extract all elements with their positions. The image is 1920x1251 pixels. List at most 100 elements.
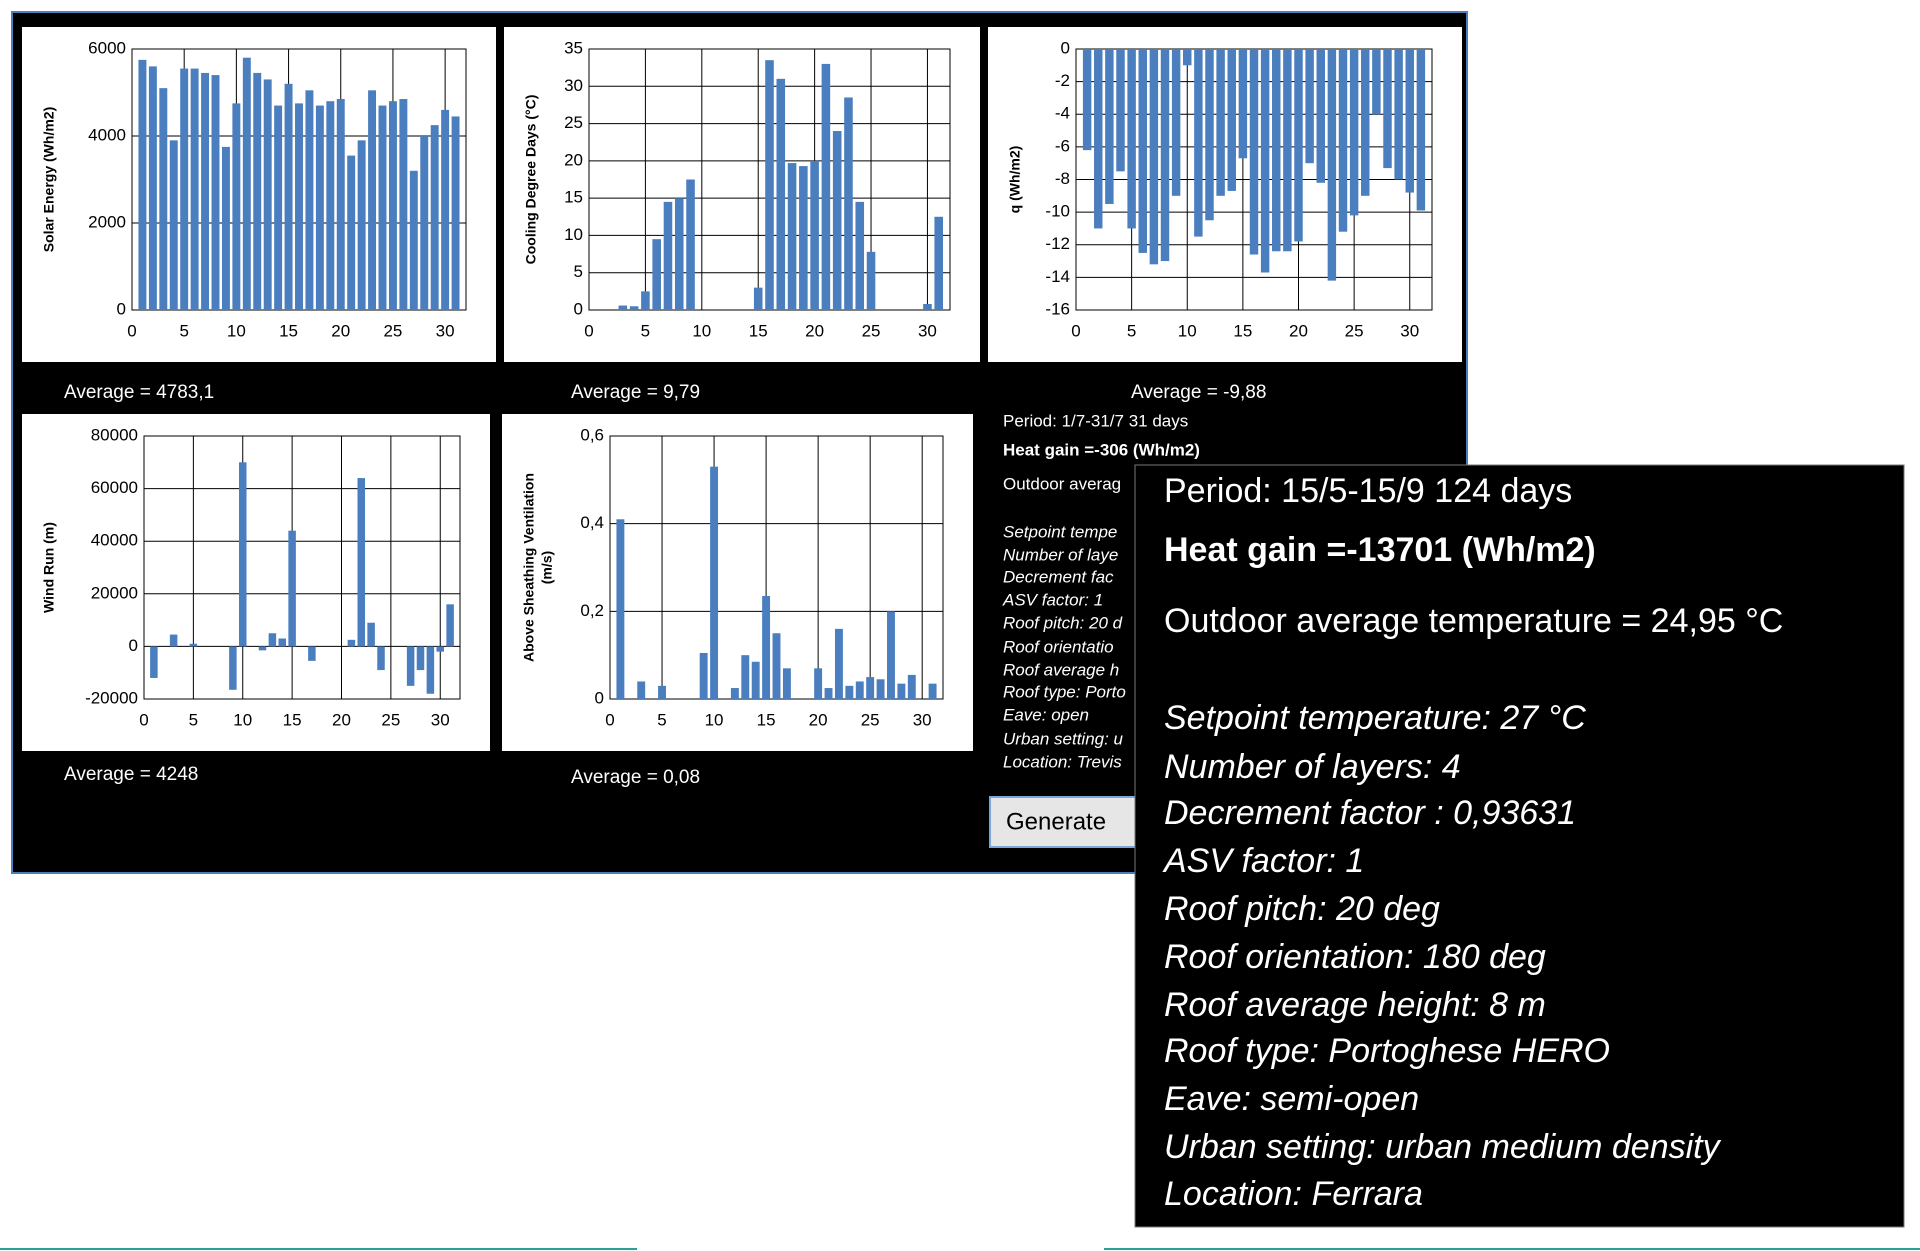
bar <box>1260 49 1270 273</box>
x-tick-label: 25 <box>381 710 400 729</box>
info-line: Roof pitch: 20 d <box>1003 613 1123 632</box>
x-tick-label: 20 <box>805 321 824 340</box>
chart: -16 -14 -12 -10 -8 -6 -4 -2 0 0 5 10 15 20 25 30 q (Wh/m… <box>988 27 1462 362</box>
bar <box>305 90 314 310</box>
bar <box>180 68 189 310</box>
y-tick-label: -8 <box>1055 169 1070 188</box>
bar <box>221 146 230 310</box>
bar <box>274 105 283 310</box>
y-tick-label: 30 <box>564 76 583 95</box>
x-tick-label: 5 <box>189 710 198 729</box>
x-tick-label: 20 <box>331 321 350 340</box>
overlay-line: Roof type: Portoghese HERO <box>1164 1032 1610 1070</box>
bar <box>674 198 684 310</box>
info-line: Heat gain =-306 (Wh/m2) <box>1003 440 1200 459</box>
y-tick-label: 0 <box>117 299 126 318</box>
bar <box>148 66 157 311</box>
bar <box>1094 49 1103 229</box>
bar <box>1249 49 1259 255</box>
bar <box>1349 49 1359 216</box>
bar <box>1105 49 1114 204</box>
bar <box>663 201 673 310</box>
overlay-line: Outdoor average temperature = 24,95 °C <box>1164 602 1783 640</box>
info-line: Roof type: Porto <box>1003 682 1126 701</box>
y-tick-label: 35 <box>564 38 583 57</box>
bar <box>1127 49 1136 229</box>
y-tick-label: 10 <box>564 225 583 244</box>
overlay-line: Location: Ferrara <box>1164 1175 1423 1213</box>
info-line: Decrement fac <box>1003 567 1114 586</box>
generate-button[interactable] <box>989 796 1141 848</box>
average-caption: Average = 4248 <box>64 764 198 785</box>
x-tick-label: 15 <box>757 710 776 729</box>
bar <box>229 646 237 690</box>
bar <box>357 140 366 310</box>
bar <box>268 633 277 647</box>
bar <box>253 72 262 310</box>
y-tick-label: 25 <box>564 113 583 132</box>
y-tick-label: 5 <box>574 262 583 281</box>
y-tick-label: 0 <box>595 688 604 707</box>
x-tick-label: 5 <box>1127 321 1136 340</box>
chart: 0 5 10 15 20 25 30 35 0 5 10 15 20 25 30 Cooling Degree… <box>504 27 980 362</box>
bar <box>378 105 387 310</box>
bar <box>388 101 397 310</box>
bar <box>1394 49 1403 180</box>
bar <box>169 140 178 310</box>
bar <box>238 462 247 647</box>
bar <box>897 683 906 699</box>
bar <box>263 79 272 310</box>
bar <box>618 305 628 310</box>
bar <box>416 646 425 671</box>
overlay-line: Roof orientation: 180 deg <box>1164 938 1546 976</box>
bar <box>430 125 439 310</box>
bar <box>1305 49 1314 164</box>
bar <box>928 683 937 699</box>
bar <box>855 201 865 310</box>
bar <box>1116 49 1125 172</box>
bar <box>278 638 287 647</box>
chart-panel <box>504 27 980 362</box>
x-tick-label: 5 <box>641 321 650 340</box>
x-tick-label: 10 <box>1178 321 1197 340</box>
bar <box>699 652 708 699</box>
x-tick-label: 0 <box>139 710 148 729</box>
average-caption: Average = 4783,1 <box>64 382 214 403</box>
y-tick-label: 0,4 <box>580 513 604 532</box>
bar <box>242 57 251 311</box>
y-tick-label: -2 <box>1055 71 1070 90</box>
overlay-line: Setpoint temperature: 27 °C <box>1164 699 1586 737</box>
button-label[interactable]: Generate <box>1006 808 1106 835</box>
overlay-panel <box>1134 464 1905 1228</box>
bar <box>1160 49 1170 262</box>
x-tick-label: 15 <box>279 321 298 340</box>
bar <box>446 604 454 647</box>
overlay-line: Number of layers: 4 <box>1164 748 1461 786</box>
x-tick-label: 30 <box>1400 321 1419 340</box>
y-tick-label: 2000 <box>88 212 126 231</box>
bar <box>288 530 296 647</box>
bar <box>787 163 797 310</box>
y-tick-label: 15 <box>564 188 583 207</box>
bar <box>616 519 625 699</box>
y-tick-label: -20000 <box>85 688 138 707</box>
info-line: Location: Trevis <box>1003 752 1122 771</box>
bar <box>1283 49 1292 252</box>
average-caption: Average = 9,79 <box>571 382 700 403</box>
x-tick-label: 15 <box>283 710 302 729</box>
y-axis-label: Above Sheathing Ventilation <box>521 473 537 662</box>
x-tick-label: 10 <box>705 710 724 729</box>
bar <box>326 101 335 310</box>
y-tick-label: 0,6 <box>580 425 604 444</box>
bar <box>753 287 763 310</box>
bar <box>420 136 429 310</box>
bar <box>762 595 771 699</box>
bar <box>832 131 842 310</box>
info-line: Urban setting: u <box>1003 729 1124 748</box>
bar <box>814 668 823 699</box>
bar <box>1294 49 1303 242</box>
x-tick-label: 30 <box>431 710 450 729</box>
bar <box>887 611 895 699</box>
bar <box>866 677 875 699</box>
y-axis-label: Solar Energy (Wh/m2) <box>41 107 57 252</box>
